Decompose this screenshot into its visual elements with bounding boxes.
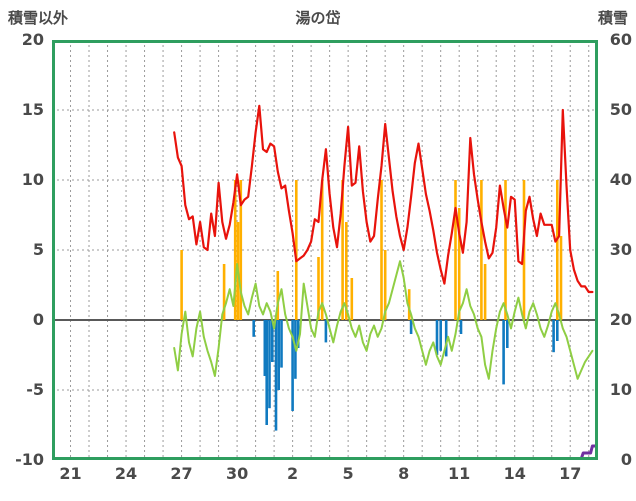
left-axis-tick-label: 5: [32, 240, 44, 259]
chart-svg: [52, 40, 599, 461]
right-axis-tick-label: 40: [609, 170, 632, 189]
right-axis-tick-label: 10: [609, 380, 632, 399]
x-axis-tick-label: 2: [287, 464, 299, 483]
right-axis-title: 積雪: [597, 9, 628, 27]
x-axis-tick-label: 11: [448, 464, 471, 483]
left-axis-tick-label: -10: [15, 450, 44, 469]
x-axis-tick-label: 21: [59, 464, 82, 483]
x-axis-tick-label: 8: [398, 464, 410, 483]
right-axis-tick-label: 50: [609, 100, 632, 119]
x-axis-tick-label: 24: [114, 464, 138, 483]
right-axis-tick-label: 60: [609, 30, 632, 49]
plot-area: [52, 40, 599, 461]
x-axis-tick-label: 14: [503, 464, 526, 483]
x-axis-tick-label: 30: [225, 464, 249, 483]
chart-title: 湯の岱: [295, 9, 341, 27]
left-axis-title: 積雪以外: [8, 9, 69, 27]
left-axis-tick-label: 0: [32, 310, 44, 329]
right-axis-tick-label: 0: [620, 450, 632, 469]
left-axis-tick-label: 15: [21, 100, 44, 119]
left-axis-tick-label: 10: [21, 170, 44, 189]
x-axis-tick-label: 27: [170, 464, 193, 483]
x-axis-tick-label: 17: [559, 464, 582, 483]
left-axis-tick-label: -5: [26, 380, 44, 399]
left-axis-tick-label: 20: [21, 30, 44, 49]
right-axis-tick-label: 20: [609, 310, 632, 329]
right-axis-tick-label: 30: [609, 240, 632, 259]
x-axis-tick-label: 5: [342, 464, 354, 483]
